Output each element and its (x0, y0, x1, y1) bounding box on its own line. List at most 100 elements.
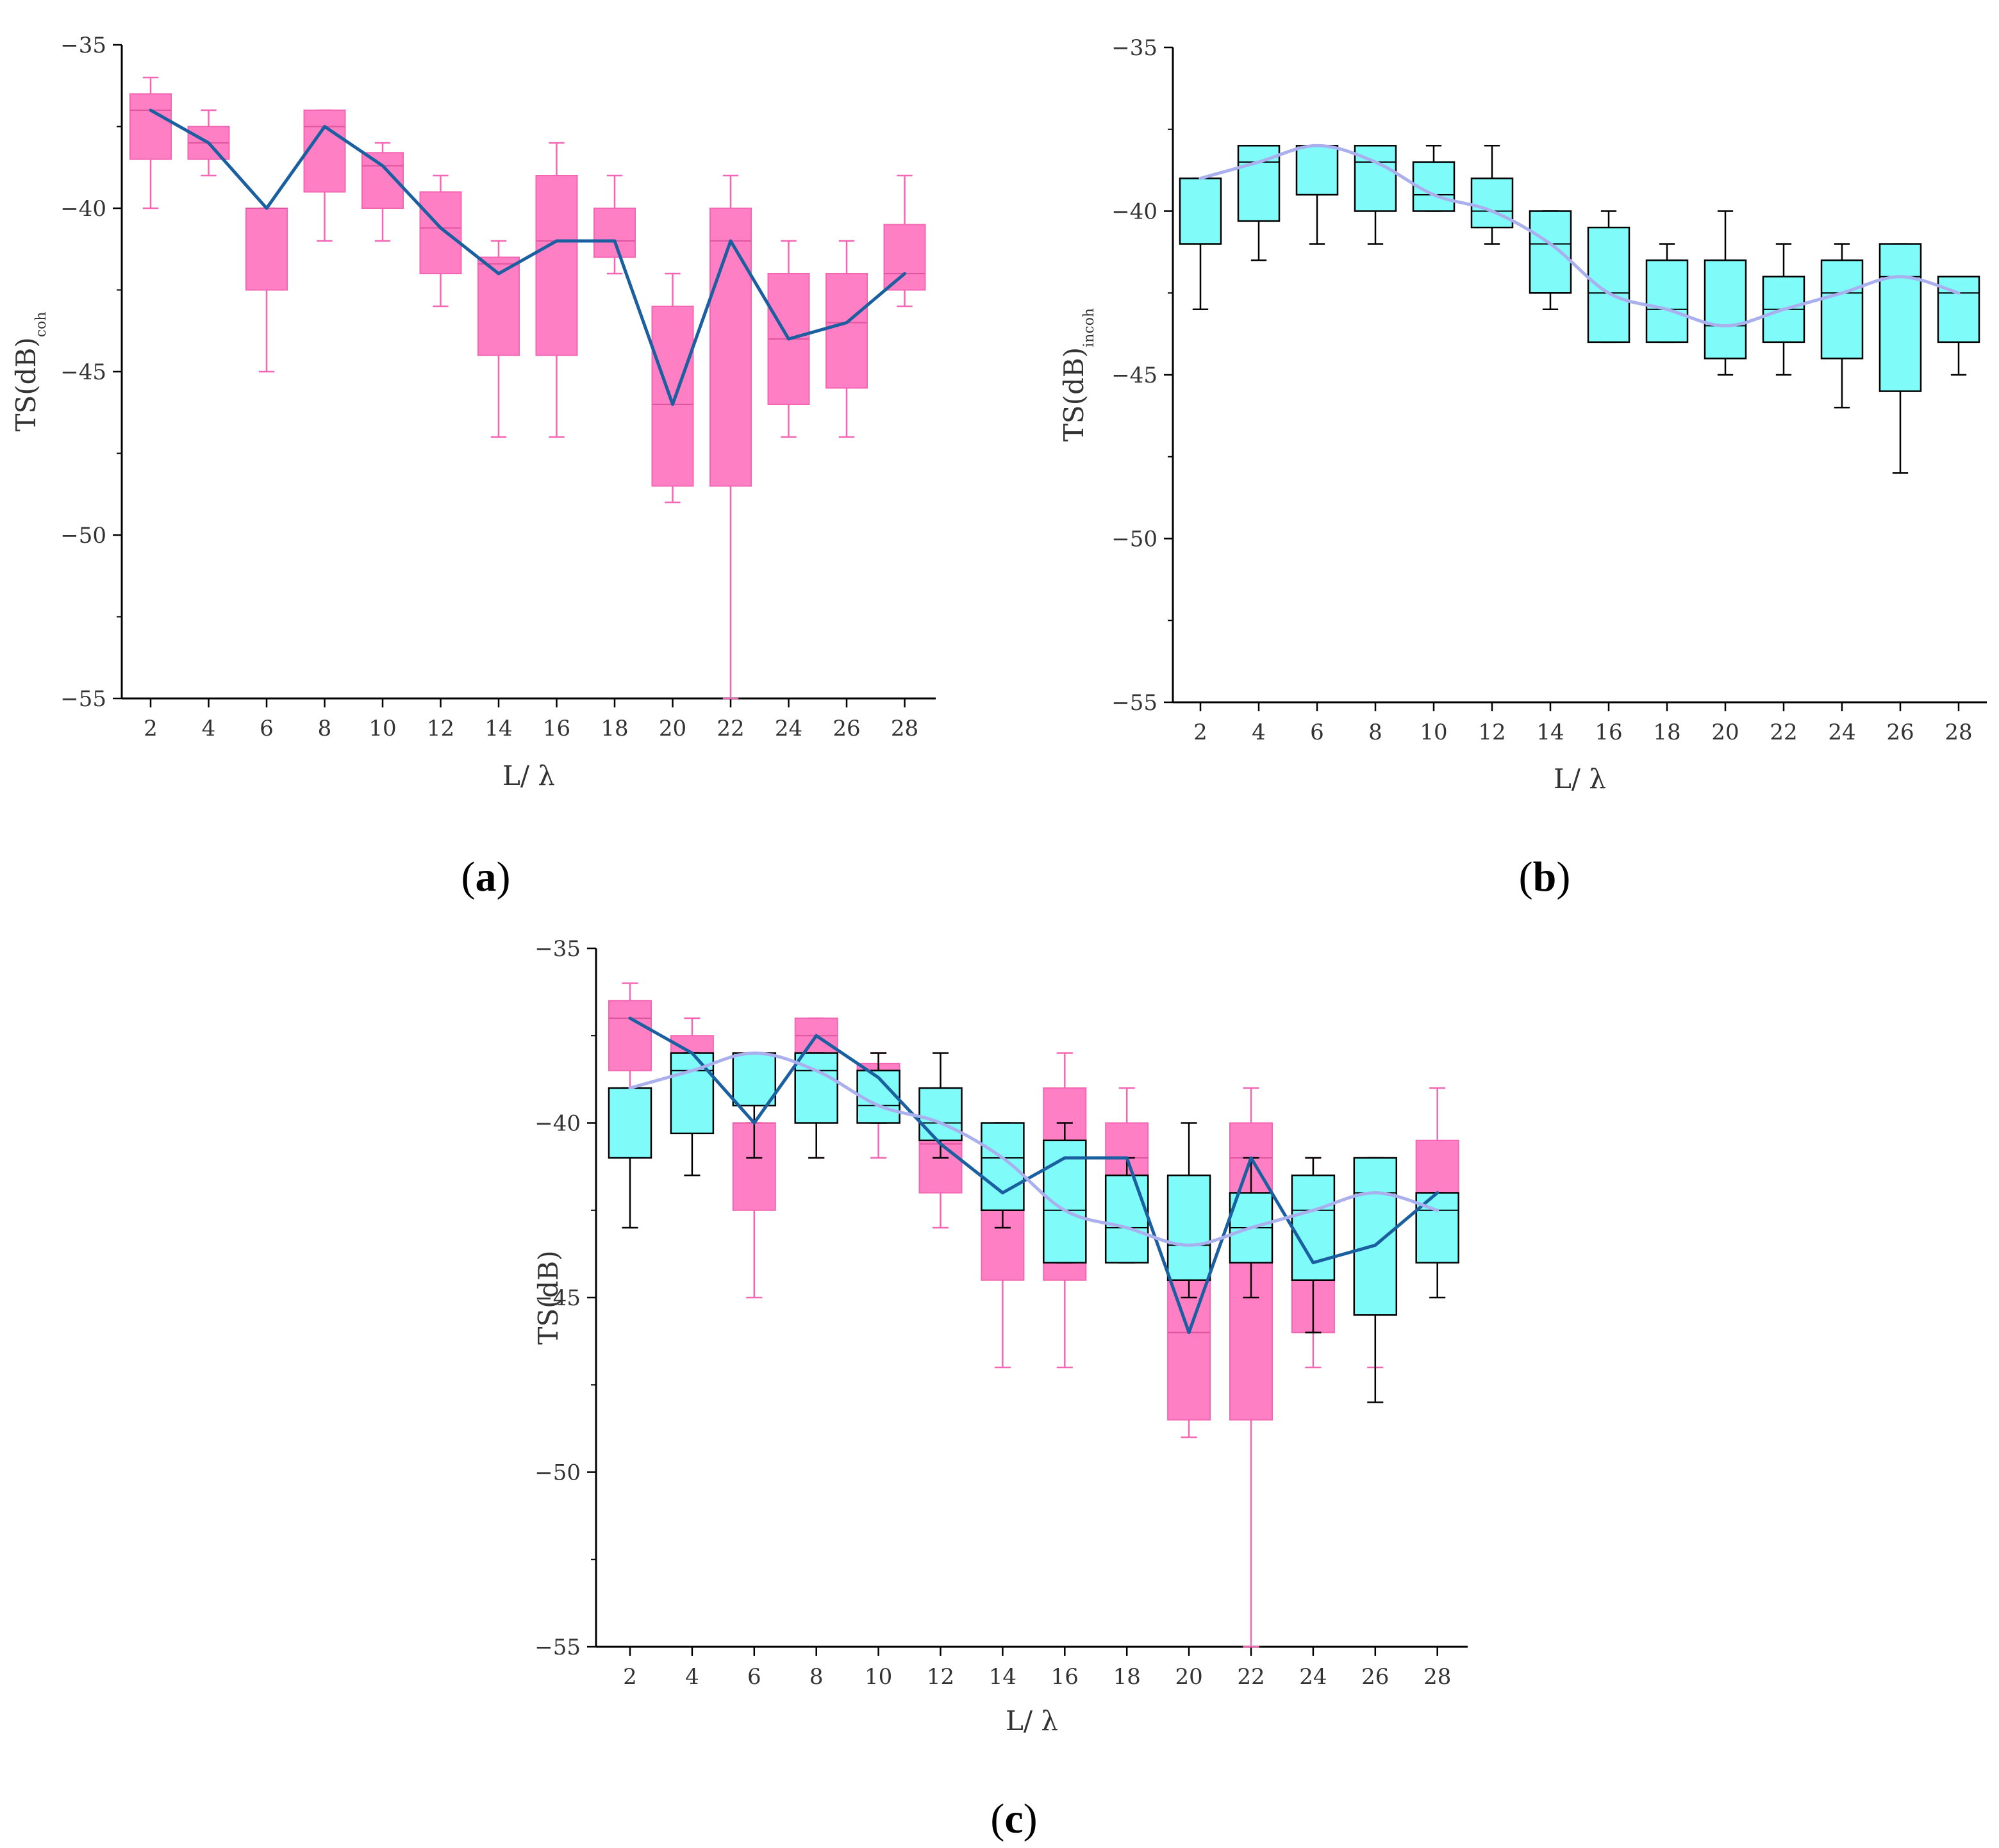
box-incoh (981, 1122, 1025, 1211)
series-incoh (608, 1052, 1459, 1403)
y-tick-label: −35 (60, 33, 106, 58)
box-coh (303, 110, 346, 193)
panel-caption: (b) (1519, 854, 1571, 900)
y-tick-label: −50 (535, 1460, 581, 1486)
y-tick-label: −50 (60, 523, 106, 549)
box-incoh (1353, 1157, 1398, 1316)
x-tick-label: 24 (1299, 1664, 1327, 1690)
x-tick-label: 26 (1886, 720, 1914, 745)
x-axis-title: L/ λ (1554, 763, 1606, 795)
panel-caption-open: ( (1519, 854, 1533, 900)
panel-caption-letter: a (476, 854, 497, 900)
panel-caption-letter: c (1004, 1795, 1023, 1842)
x-tick-label: 22 (1237, 1664, 1265, 1690)
box-incoh (1104, 1175, 1149, 1264)
series-coh (129, 76, 926, 700)
y-tick-label: −55 (535, 1635, 581, 1660)
x-tick-label: 22 (1770, 720, 1797, 745)
y-axis-title-main: TS(dB) (1058, 347, 1090, 441)
x-tick-label: 18 (1653, 720, 1680, 745)
chart-b: −35−40−45−50−552 4 6 8 10 12 14 16 18 20 22 24 26 28L… (1058, 35, 1987, 900)
y-tick-label: −50 (1111, 527, 1157, 552)
y-axis-title-main: TS(dB) (10, 337, 42, 431)
x-tick-label: 16 (543, 716, 570, 741)
y-axis-title-subscript: coh (33, 311, 49, 337)
x-tick-label: 12 (427, 716, 454, 741)
box-coh (419, 191, 462, 274)
x-tick-label: 4 (1252, 720, 1266, 745)
y-axis-title-subscript: incoh (1081, 308, 1097, 347)
x-tick-label: 8 (1368, 720, 1382, 745)
box-coh (245, 208, 288, 291)
panel-caption-close: ) (1556, 854, 1570, 900)
x-tick-label: 20 (1711, 720, 1739, 745)
x-tick-label: 4 (202, 716, 216, 741)
y-tick-label: −45 (60, 359, 106, 385)
box-incoh (1291, 1175, 1336, 1281)
chart-a: −35−40−45−50−552 4 6 8 10 12 14 16 18 20 22 24 26 28L… (10, 33, 936, 900)
chart-c: −35−40−45−50−552 4 6 8 10 12 14 16 18 20 22 24 26 28L… (533, 936, 1468, 1842)
x-tick-label: 6 (260, 716, 274, 741)
x-axis-title: L/ λ (502, 760, 555, 791)
box-incoh (1179, 177, 1222, 245)
panel-caption: (c) (990, 1795, 1037, 1842)
y-tick-label: −35 (535, 936, 581, 962)
panel-caption-letter: b (1533, 854, 1557, 900)
y-tick-label: −40 (535, 1111, 581, 1137)
x-tick-label: 2 (144, 716, 158, 741)
x-tick-label: 16 (1595, 720, 1622, 745)
box-incoh (1470, 177, 1514, 229)
y-tick-label: −55 (60, 686, 106, 712)
x-tick-label: 6 (747, 1664, 761, 1690)
box-incoh (1529, 210, 1572, 294)
x-axis-title: L/ λ (1006, 1705, 1058, 1737)
x-tick-label: 12 (927, 1664, 954, 1690)
x-tick-label: 10 (1420, 720, 1447, 745)
series-line-incoh (628, 1052, 1439, 1247)
box-incoh (608, 1087, 652, 1159)
y-tick-label: −35 (1111, 35, 1157, 61)
x-tick-label: 28 (891, 716, 918, 741)
panel-caption-open: ( (461, 854, 476, 900)
box-coh (593, 208, 636, 258)
y-tick-label: −40 (1111, 199, 1157, 225)
y-tick-label: −45 (1111, 363, 1157, 388)
series-line-coh (628, 1016, 1439, 1334)
x-tick-label: 26 (1361, 1664, 1389, 1690)
x-tick-label: 24 (1828, 720, 1855, 745)
box-coh (825, 273, 868, 389)
x-tick-label: 28 (1945, 720, 1972, 745)
box-incoh (1879, 243, 1922, 392)
x-tick-label: 14 (989, 1664, 1016, 1690)
y-axis-title-main: TS(dB) (533, 1250, 564, 1344)
series-line-incoh (1199, 144, 1961, 327)
x-tick-label: 18 (601, 716, 628, 741)
x-tick-label: 8 (809, 1664, 824, 1690)
x-tick-label: 2 (1193, 720, 1207, 745)
box-incoh (1166, 1175, 1211, 1281)
y-tick-label: −40 (60, 196, 106, 222)
x-tick-label: 26 (833, 716, 860, 741)
x-tick-label: 22 (717, 716, 744, 741)
x-tick-label: 8 (318, 716, 332, 741)
box-coh (129, 93, 172, 160)
box-incoh (918, 1087, 963, 1141)
box-incoh (732, 1052, 777, 1107)
series-incoh (1179, 145, 1980, 474)
x-tick-label: 4 (685, 1664, 699, 1690)
x-tick-label: 10 (369, 716, 396, 741)
y-axis-title: TS(dB)coh (10, 311, 49, 431)
panel-caption: (a) (461, 854, 511, 900)
x-tick-label: 2 (623, 1664, 637, 1690)
panel-caption-close: ) (1024, 1795, 1038, 1842)
y-axis-title: TS(dB)incoh (1058, 308, 1097, 441)
box-coh (608, 1000, 652, 1071)
box-coh (883, 224, 926, 291)
series-line-coh (149, 108, 906, 406)
box-coh (709, 208, 752, 487)
box-coh (535, 175, 578, 356)
x-tick-label: 14 (1536, 720, 1564, 745)
x-tick-label: 20 (659, 716, 686, 741)
x-tick-label: 14 (485, 716, 512, 741)
